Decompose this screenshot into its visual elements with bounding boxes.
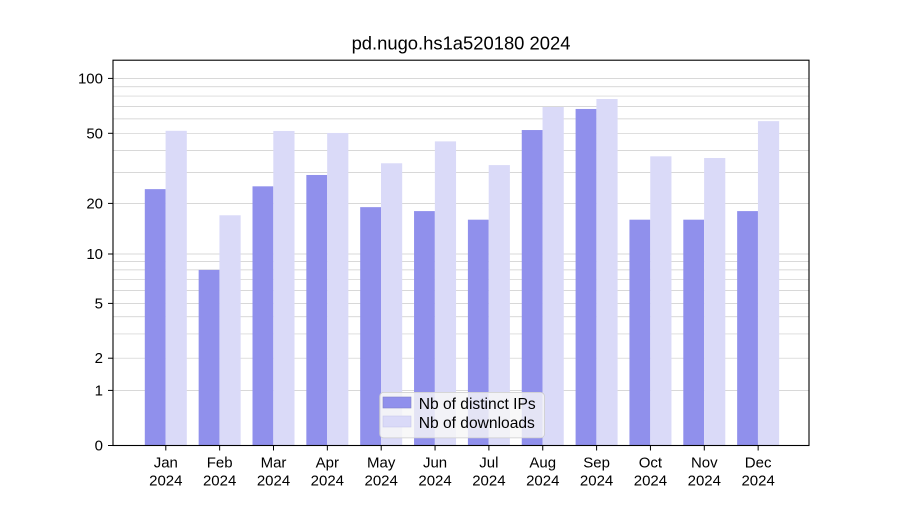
svg-text:Jun: Jun (423, 455, 447, 472)
svg-text:May: May (367, 455, 396, 472)
svg-text:2024: 2024 (580, 473, 613, 490)
svg-text:2024: 2024 (203, 473, 236, 490)
svg-text:Nb of downloads: Nb of downloads (419, 415, 535, 432)
svg-text:Nb of distinct IPs: Nb of distinct IPs (419, 396, 536, 413)
svg-text:2024: 2024 (257, 473, 290, 490)
svg-text:2024: 2024 (418, 473, 451, 490)
svg-text:2024: 2024 (149, 473, 182, 490)
svg-text:2024: 2024 (741, 473, 774, 490)
svg-text:Jan: Jan (154, 455, 178, 472)
svg-text:2024: 2024 (472, 473, 505, 490)
svg-text:Feb: Feb (207, 455, 233, 472)
svg-text:5: 5 (95, 295, 103, 312)
svg-text:20: 20 (86, 195, 103, 212)
svg-text:Nov: Nov (691, 455, 718, 472)
svg-text:Oct: Oct (639, 455, 663, 472)
svg-text:Aug: Aug (529, 455, 556, 472)
svg-text:10: 10 (86, 246, 103, 263)
svg-text:2024: 2024 (311, 473, 344, 490)
svg-text:Sep: Sep (583, 455, 610, 472)
svg-text:2: 2 (95, 350, 103, 367)
svg-text:1: 1 (95, 382, 103, 399)
svg-text:2024: 2024 (526, 473, 559, 490)
svg-text:50: 50 (86, 125, 103, 142)
svg-text:2024: 2024 (365, 473, 398, 490)
svg-text:Dec: Dec (745, 455, 772, 472)
svg-text:2024: 2024 (688, 473, 721, 490)
svg-text:Apr: Apr (316, 455, 339, 472)
svg-text:Mar: Mar (261, 455, 287, 472)
svg-text:pd.nugo.hs1a520180 2024: pd.nugo.hs1a520180 2024 (352, 32, 571, 53)
svg-text:0: 0 (95, 438, 103, 455)
svg-text:100: 100 (78, 70, 103, 87)
svg-text:Jul: Jul (479, 455, 498, 472)
svg-text:2024: 2024 (634, 473, 667, 490)
